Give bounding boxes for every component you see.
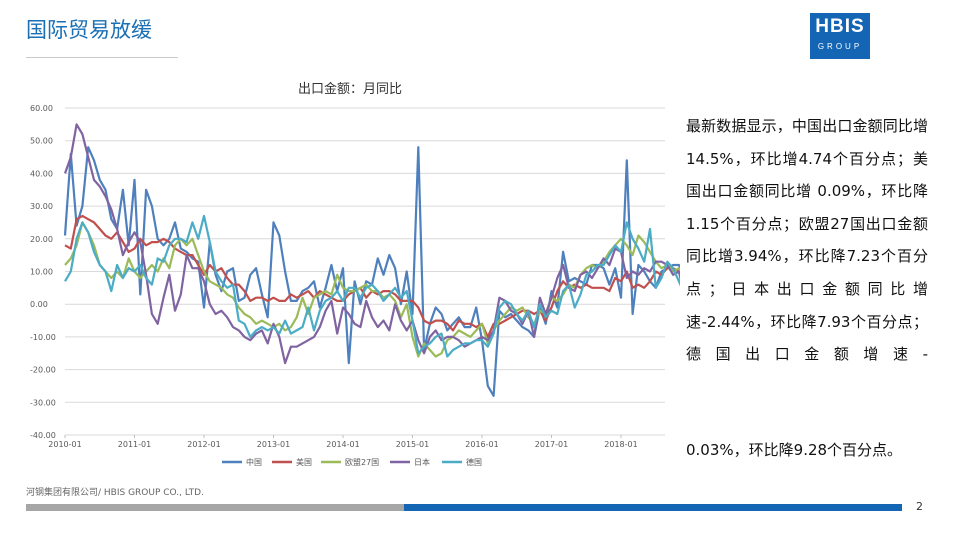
x-tick-label: 2015-01 xyxy=(396,440,429,449)
y-tick-label: 60.00 xyxy=(30,104,53,113)
x-tick-label: 2013-01 xyxy=(257,440,290,449)
logo-background xyxy=(810,13,870,59)
y-axis-ticks: 60.00 50.00 40.00 30.00 20.00 10.00 0.00 -10.00… xyxy=(30,104,56,440)
footer-company: 河钢集团有限公司/ HBIS GROUP CO., LTD. xyxy=(26,488,204,498)
x-axis-ticks: 2010-01 2011-01 2012-01 2013-01 2014-01 2015-… xyxy=(48,435,638,449)
logo-sub-text: GROUP xyxy=(817,42,863,51)
y-tick-label: -20.00 xyxy=(30,366,56,375)
y-tick-label: 50.00 xyxy=(30,137,53,146)
y-tick-label: 20.00 xyxy=(30,235,53,244)
chart-legend: 中国 美国 欧盟27国 日本 德国 xyxy=(222,457,482,467)
export-yoy-line-chart: 60.00 50.00 40.00 30.00 20.00 10.00 0.00 -10.00… xyxy=(30,104,680,467)
description-text: 最新数据显示，中国出口金额同比增14.5%，环比增4.74个百分点；美国出口金额… xyxy=(686,117,928,364)
y-tick-label: 10.00 xyxy=(30,268,53,277)
footer-bar-blue xyxy=(404,504,902,511)
chart-title: 出口金额：月同比 xyxy=(297,82,402,97)
title-divider xyxy=(26,57,178,58)
x-tick-label: 2017-01 xyxy=(535,440,568,449)
series-line xyxy=(64,214,680,358)
y-tick-label: 30.00 xyxy=(30,202,53,211)
logo-main-text: HBIS xyxy=(815,16,865,37)
hbis-logo: HBIS GROUP xyxy=(810,13,870,59)
y-tick-label: -10.00 xyxy=(30,333,56,342)
slide-title: 国际贸易放缓 xyxy=(26,18,152,42)
series-line xyxy=(64,214,680,338)
legend-label: 欧盟27国 xyxy=(345,457,379,467)
x-tick-label: 2010-01 xyxy=(48,440,81,449)
x-tick-label: 2016-01 xyxy=(465,440,498,449)
y-tick-label: 0.00 xyxy=(30,300,48,309)
legend-label: 德国 xyxy=(466,457,482,467)
y-tick-label: -40.00 xyxy=(30,431,56,440)
chart-series xyxy=(63,123,680,397)
x-tick-label: 2011-01 xyxy=(118,440,151,449)
footer-bar-gray xyxy=(26,504,404,511)
description-last-line: 0.03%，环比降9.28个百分点。 xyxy=(686,441,903,459)
series-line xyxy=(63,123,680,365)
x-tick-label: 2012-01 xyxy=(187,440,220,449)
x-tick-label: 2018-01 xyxy=(604,440,637,449)
y-tick-label: -30.00 xyxy=(30,398,56,407)
page-number: 2 xyxy=(916,500,923,513)
y-tick-label: 40.00 xyxy=(30,169,53,178)
legend-label: 中国 xyxy=(246,457,262,467)
legend-label: 日本 xyxy=(414,457,430,467)
series-line xyxy=(63,146,680,397)
legend-label: 美国 xyxy=(296,457,312,467)
x-tick-label: 2014-01 xyxy=(326,440,359,449)
